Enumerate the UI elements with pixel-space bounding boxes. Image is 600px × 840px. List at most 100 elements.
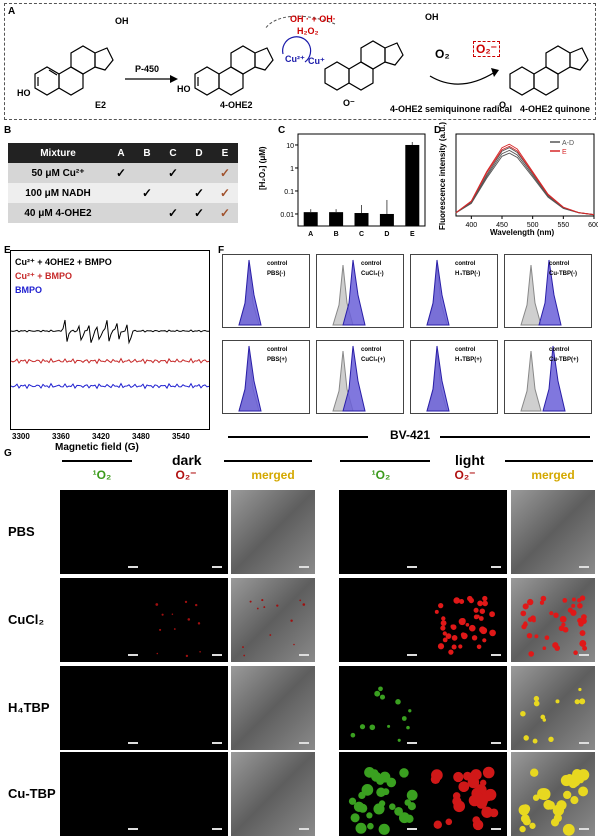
epr-legend-1: Cu²⁺ + 4OHE2 + BMPO xyxy=(15,257,112,267)
signal-dot xyxy=(440,625,446,631)
signal-dot xyxy=(543,799,554,810)
scale-bar xyxy=(407,742,417,744)
panel-d-label: D xyxy=(434,125,442,136)
confocal-image xyxy=(339,752,423,836)
d-series-line xyxy=(455,147,595,216)
flow-legend-control: control xyxy=(361,261,382,267)
signal-dot xyxy=(405,814,414,823)
signal-dot xyxy=(442,631,447,636)
cell-signal xyxy=(155,600,201,658)
check-cell xyxy=(186,163,212,183)
signal-dot xyxy=(529,822,536,829)
flow-histogram xyxy=(332,345,366,412)
c-xtick-label: B xyxy=(334,231,339,238)
dark-label: dark xyxy=(172,452,202,468)
divider xyxy=(505,460,593,462)
h2o2-label: H₂O₂ xyxy=(297,26,319,36)
row-name: 100 μM NADH xyxy=(8,183,108,203)
signal-dot xyxy=(350,732,356,738)
scale-bar xyxy=(491,654,501,656)
signal-dot xyxy=(471,635,478,641)
flow-histogram xyxy=(520,345,566,412)
signal-dot xyxy=(527,598,534,606)
cell-signal xyxy=(434,595,496,655)
cu1-label: Cu⁺ xyxy=(308,56,325,66)
c-xtick-label: D xyxy=(384,231,389,238)
scale-bar xyxy=(128,828,138,830)
cell-signal xyxy=(60,578,144,662)
cell-signal xyxy=(339,490,423,574)
cell-signal xyxy=(423,490,507,574)
column-header: O₂⁻ xyxy=(175,468,197,482)
h2o2-bar-chart: 10 1 0.1 0.01 A B C D E xyxy=(280,133,426,238)
c-ylabel: [H₂O₂] (μM) xyxy=(258,146,267,190)
signal-dot xyxy=(549,611,554,616)
signal-dot xyxy=(476,644,482,650)
header-a: A xyxy=(108,143,134,163)
divider xyxy=(440,436,590,438)
scale-bar xyxy=(491,742,501,744)
signal-dot xyxy=(579,630,586,637)
flow-cytometry-grid: control PBS(-) control CuCl₂(-) control H₄TBP… xyxy=(222,254,596,424)
cell-signal xyxy=(423,666,507,750)
signal-dot xyxy=(532,794,540,801)
light-label: light xyxy=(455,452,485,468)
signal-dot xyxy=(161,613,164,616)
signal-dot xyxy=(445,818,453,826)
confocal-image xyxy=(423,666,507,750)
check-cell: ✓ xyxy=(212,183,238,203)
c-xtick-label: A xyxy=(308,231,313,238)
confocal-image xyxy=(423,752,507,836)
signal-dot xyxy=(489,611,495,618)
divider xyxy=(340,460,430,462)
signal-dot xyxy=(463,771,472,781)
signal-dot xyxy=(197,622,201,625)
signal-dot xyxy=(249,600,252,603)
oh-label-radical: OH xyxy=(425,12,439,22)
cell-signal xyxy=(242,599,306,657)
signal-dot xyxy=(579,698,586,705)
scale-bar xyxy=(212,742,222,744)
signal-dot xyxy=(479,779,487,787)
flow-histogram xyxy=(332,259,366,326)
signal-dot xyxy=(199,650,201,653)
confocal-image xyxy=(60,666,144,750)
signal-dot xyxy=(582,645,588,651)
signal-dot xyxy=(382,788,390,796)
signal-dot xyxy=(581,618,587,624)
signal-dot xyxy=(520,610,527,617)
confocal-image xyxy=(511,578,595,662)
signal-dot xyxy=(473,607,479,613)
signal-dot xyxy=(522,603,529,610)
scale-bar xyxy=(128,566,138,568)
scale-bar xyxy=(299,742,309,744)
column-header: merged xyxy=(251,468,295,482)
signal-dot xyxy=(559,615,567,623)
signal-dot xyxy=(187,618,191,621)
check-cell xyxy=(134,203,160,223)
c-xtick-label: E xyxy=(410,231,415,238)
check-cell: ✓ xyxy=(186,183,212,203)
d-xtick-label: 450 xyxy=(496,222,508,229)
signal-dot xyxy=(467,776,480,789)
quinone-label: 4-OHE2 quinone xyxy=(520,104,591,114)
cell-signal xyxy=(231,752,315,836)
o-label-quinone: O xyxy=(499,100,507,110)
c-bar xyxy=(329,212,344,226)
signal-dot xyxy=(538,788,551,801)
signal-dot xyxy=(472,819,484,831)
signal-dot xyxy=(482,600,488,607)
sample-histogram xyxy=(342,345,366,412)
check-cell xyxy=(134,163,160,183)
flow-legend-control: control xyxy=(267,347,288,353)
confocal-image xyxy=(511,752,595,836)
d-series-line xyxy=(455,152,595,216)
signal-dot xyxy=(355,822,367,834)
signal-dot xyxy=(489,808,499,818)
check-cell: ✓ xyxy=(160,203,186,223)
d-series-line xyxy=(455,143,595,216)
signal-dot xyxy=(482,791,493,802)
signal-dot xyxy=(460,618,466,624)
cell-signal xyxy=(520,595,588,657)
cell-signal xyxy=(511,490,595,574)
